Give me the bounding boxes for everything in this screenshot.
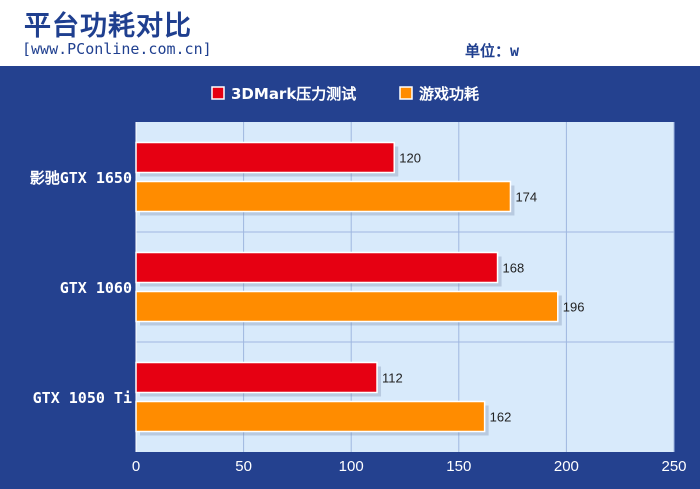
bar-gtx-1050-ti-series-1: [135, 361, 378, 394]
bar-gtx-1060-series-2: [135, 290, 559, 323]
x-tick-label: 200: [554, 458, 579, 475]
x-tick-label: 100: [339, 458, 364, 475]
bar-gtx-1650-series-1: [135, 141, 395, 174]
x-tick-label: 50: [235, 458, 252, 475]
header: 平台功耗对比 [www.PConline.com.cn] 单位：w: [0, 0, 700, 66]
x-tick-label: 150: [446, 458, 471, 475]
data-label: 174: [515, 190, 537, 205]
legend-swatch-1: [211, 86, 225, 100]
bar-gtx-1650-series-2: [135, 180, 512, 213]
data-label: 112: [382, 371, 403, 386]
bar-gtx-1060-series-1: [135, 251, 499, 284]
plot-area: [136, 122, 674, 452]
category-label: GTX 1060: [60, 279, 132, 297]
bar-gtx-1050-ti-series-2: [135, 400, 486, 433]
x-tick-label: 0: [132, 458, 140, 475]
data-label: 168: [503, 261, 525, 276]
category-label: 影驰GTX 1650: [30, 169, 132, 187]
data-label: 196: [563, 300, 585, 315]
legend-label: 游戏功耗: [419, 85, 479, 103]
x-tick-label: 250: [661, 458, 686, 475]
chart-title: 平台功耗对比: [24, 11, 192, 42]
legend-swatch-2: [399, 86, 413, 100]
unit-label: 单位：w: [465, 42, 520, 60]
data-label: 120: [399, 151, 421, 166]
category-label: GTX 1050 Ti: [33, 389, 132, 407]
data-label: 162: [490, 410, 512, 425]
legend-label: 3DMark压力测试: [231, 85, 356, 103]
source-label: [www.PConline.com.cn]: [22, 40, 212, 58]
